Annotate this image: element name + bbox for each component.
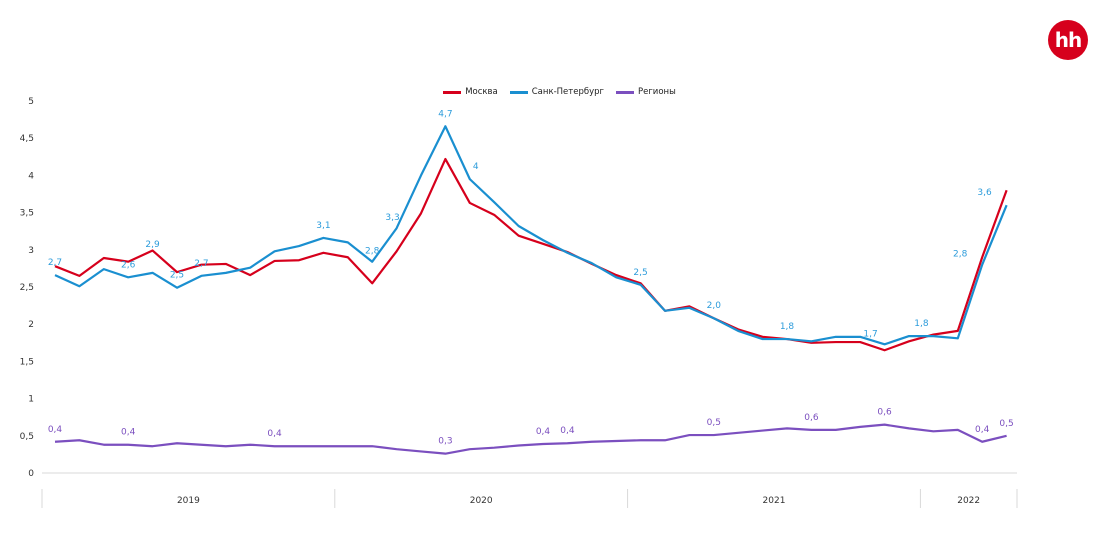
data-label-spb: 2,9 (145, 240, 160, 250)
data-label-regions: 0,4 (48, 425, 63, 435)
legend-item-regions: Регионы (615, 87, 676, 97)
y-tick-label: 4,5 (20, 134, 34, 144)
data-label-spb: 2,7 (194, 259, 208, 269)
data-label-regions: 0,4 (975, 425, 990, 435)
y-tick-label: 2 (28, 320, 34, 330)
legend-swatch-spb (509, 90, 528, 94)
data-label-regions: 0,6 (877, 408, 892, 418)
legend-label-spb: Санк-Петербург (531, 87, 604, 97)
data-label-spb: 1,7 (863, 329, 877, 339)
data-label-spb: 4 (473, 162, 479, 172)
data-label-spb: 2,7 (48, 258, 62, 268)
legend-item-moscow: Москва (443, 87, 498, 97)
data-label-spb: 2,5 (633, 268, 647, 278)
legend: Москва Санк-Петербург Регионы (0, 87, 1119, 97)
data-label-regions: 0,4 (121, 428, 136, 438)
data-label-regions: 0,6 (804, 413, 819, 423)
y-tick-label: 3 (28, 246, 34, 256)
data-label-spb: 1,8 (780, 322, 795, 332)
legend-label-regions: Регионы (637, 87, 676, 97)
data-label-spb: 2,6 (121, 260, 136, 270)
legend-label-moscow: Москва (465, 87, 498, 97)
data-label-regions: 0,4 (560, 426, 575, 436)
y-tick-label: 0 (28, 469, 34, 479)
data-label-spb: 3,3 (385, 213, 399, 223)
data-label-spb: 2,5 (170, 271, 184, 281)
y-tick-label: 3,5 (20, 209, 34, 219)
data-label-spb: 2,8 (953, 250, 968, 260)
y-tick-label: 1 (28, 395, 34, 405)
x-group-label: 2019 (177, 496, 200, 506)
data-label-regions: 0,5 (707, 418, 721, 428)
x-group-label: 2022 (957, 496, 980, 506)
data-label-spb: 2,8 (365, 247, 380, 257)
data-label-spb: 1,8 (914, 319, 929, 329)
data-label-spb: 2,0 (707, 301, 722, 311)
y-tick-label: 2,5 (20, 283, 34, 293)
logo-text: hh (1054, 28, 1083, 52)
data-label-spb: 4,7 (438, 109, 452, 119)
series-line-moscow (54, 157, 1008, 352)
y-tick-label: 0,5 (20, 432, 34, 442)
series-line-spb (54, 125, 1008, 346)
y-tick-label: 5 (28, 97, 34, 107)
x-group-label: 2021 (763, 496, 786, 506)
data-label-regions: 0,3 (438, 437, 452, 447)
data-label-regions: 0,4 (536, 427, 551, 437)
legend-swatch-regions (615, 90, 634, 94)
data-label-spb: 3,1 (316, 221, 330, 231)
legend-swatch-moscow (443, 90, 462, 94)
data-label-spb: 3,6 (977, 188, 992, 198)
data-label-regions: 0,5 (999, 419, 1013, 429)
y-tick-label: 4 (28, 171, 34, 181)
legend-item-spb: Санк-Петербург (509, 87, 604, 97)
data-label-regions: 0,4 (267, 429, 282, 439)
hh-logo: hh (1048, 20, 1088, 60)
x-group-label: 2020 (470, 496, 493, 506)
series-line-regions (54, 423, 1007, 455)
y-tick-label: 1,5 (20, 357, 34, 367)
